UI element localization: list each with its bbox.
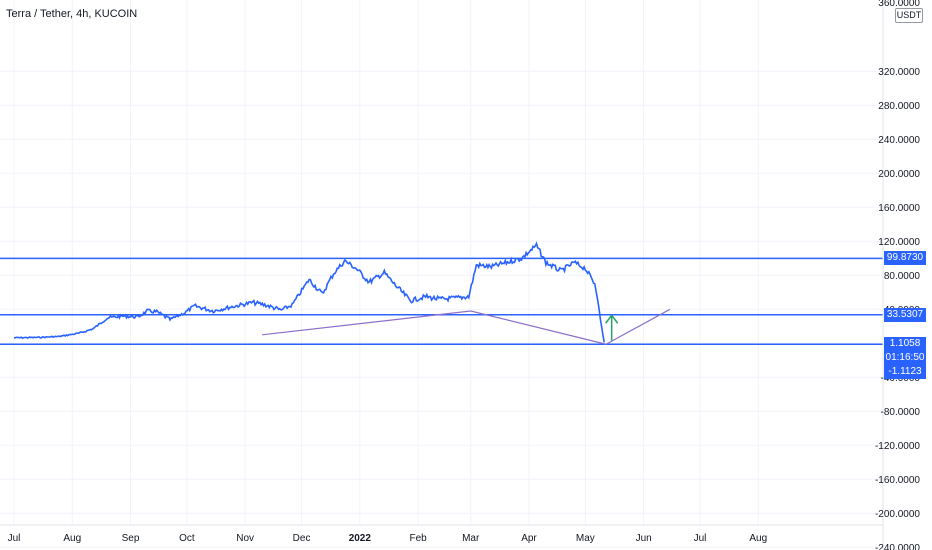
currency-unit-button[interactable]: USDT [895, 8, 923, 23]
time-tick-label: Feb [409, 533, 427, 544]
time-tick-label: Aug [749, 533, 767, 544]
trend-line[interactable] [605, 308, 671, 345]
price-tick-label: 120.0000 [878, 237, 920, 248]
time-tick-label: 2022 [349, 533, 372, 544]
trend-line[interactable] [262, 310, 471, 336]
price-tick-label: 200.0000 [878, 169, 920, 180]
price-tick-label: 320.0000 [878, 67, 920, 78]
price-tick-label: -80.0000 [881, 407, 921, 418]
price-tick-label: -240.0000 [875, 543, 920, 550]
price-tick-label: 280.0000 [878, 101, 920, 112]
time-tick-label: Oct [179, 533, 195, 544]
price-tick-label: 360.0000 [878, 0, 920, 9]
bar-countdown-badge: 01:16:50 [884, 351, 926, 366]
time-tick-label: Mar [462, 533, 480, 544]
trend-line[interactable] [470, 310, 607, 345]
time-tick-label: Sep [122, 533, 140, 544]
price-tick-label: -160.0000 [875, 475, 920, 486]
time-tick-label: Apr [521, 533, 537, 544]
price-tick-label: -200.0000 [875, 509, 920, 520]
annotation-arrow[interactable] [605, 314, 619, 341]
time-tick-label: Aug [63, 533, 81, 544]
time-tick-label: Nov [236, 533, 254, 544]
time-tick-label: Jul [8, 533, 21, 544]
level-mid-badge: 33.5307 [884, 307, 926, 322]
grid [0, 0, 883, 548]
time-tick-label: Dec [293, 533, 311, 544]
price-tick-label: 160.0000 [878, 203, 920, 214]
price-series-line [14, 241, 605, 343]
trend-lines[interactable] [262, 308, 671, 345]
time-axis[interactable]: Jul Aug Sep Oct Nov Dec 2022 Feb Mar Apr May Jun Jul… [8, 533, 768, 544]
level-low-badge: -1.1123 [884, 365, 926, 380]
level-high-badge: 99.8730 [884, 251, 926, 266]
price-tick-label: -120.0000 [875, 441, 920, 452]
chart-title: Terra / Tether, 4h, KUCOIN [6, 8, 138, 20]
horizontal-levels[interactable] [0, 257, 883, 345]
time-tick-label: Jul [694, 533, 707, 544]
price-tick-label: 240.0000 [878, 135, 920, 146]
price-tick-label: 80.0000 [884, 271, 921, 282]
arrow-head [605, 314, 619, 324]
last-price-badge: 1.1058 [884, 337, 926, 352]
time-tick-label: May [576, 533, 595, 544]
time-tick-label: Jun [636, 533, 652, 544]
